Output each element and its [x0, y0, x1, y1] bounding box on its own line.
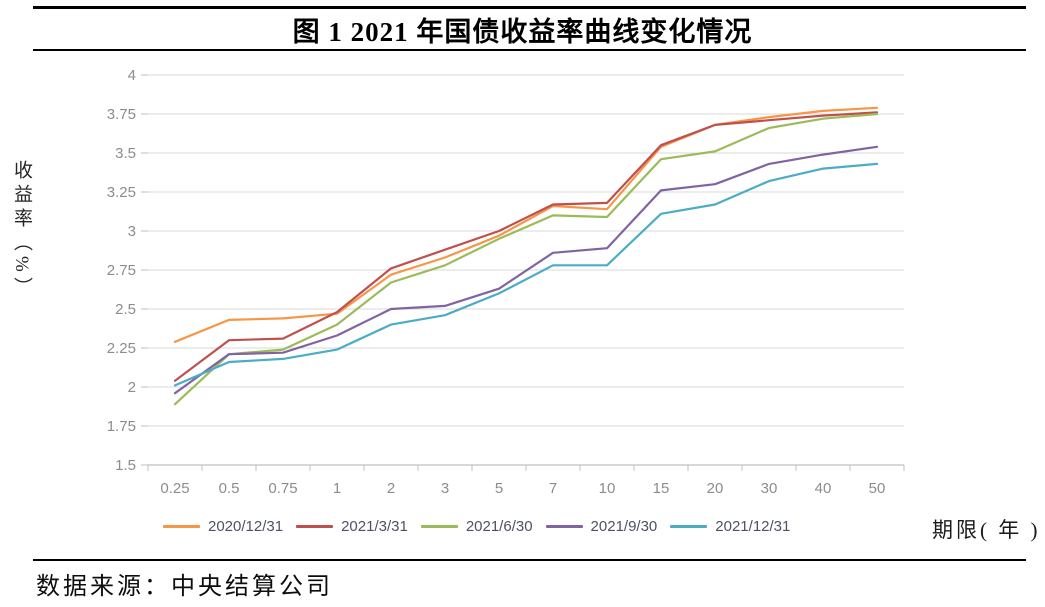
legend-item: 2021/3/31 [296, 518, 408, 535]
x-axis-title: 期限( 年 ) [932, 518, 1041, 542]
figure-title: 图 1 2021 年国债收益率曲线变化情况 [292, 17, 753, 47]
legend-item: 2020/12/31 [163, 518, 283, 535]
x-tick-label: 0.75 [268, 480, 297, 497]
y-tick-label: 3.25 [107, 184, 136, 201]
series-line-2021-12-31 [173, 162, 879, 387]
y-tick-label: 3.75 [107, 106, 136, 123]
x-tick-label: 1 [333, 480, 341, 497]
legend-label: 2021/12/31 [715, 518, 791, 535]
x-tick-label: 15 [653, 480, 670, 497]
legend-swatch [163, 525, 200, 528]
y-tick-label: 2.5 [115, 301, 136, 318]
x-tick-label: 7 [549, 480, 557, 497]
legend-label: 2021/9/30 [590, 518, 658, 535]
x-tick-label: 0.25 [160, 480, 189, 497]
series-line-2021-3-31 [173, 111, 879, 382]
legend-swatch [545, 525, 583, 528]
legend-swatch [670, 525, 708, 528]
y-tick-label: 3.5 [115, 145, 136, 162]
x-tick-label: 0.5 [219, 480, 240, 497]
legend-label: 2021/3/31 [341, 518, 408, 535]
chart-legend: 2020/12/31 2021/3/31 2021/6/30 2021/9/30 202… [163, 518, 883, 535]
x-tick-label: 3 [441, 480, 449, 497]
data-source-note: 数据来源：中央结算公司 [36, 574, 333, 600]
series-line-2020-12-31 [173, 106, 879, 343]
yield-curve-line-chart: 4 3.75 3.5 3.25 3 2.75 2.5 2.25 2 1.75 1.5 0.25 0.5 0… [107, 67, 905, 497]
x-tick-label: 2 [387, 480, 395, 497]
series-line-2021-6-30 [173, 112, 879, 406]
legend-item: 2021/9/30 [545, 518, 658, 535]
y-tick-label: 2 [128, 379, 136, 396]
series-line-2021-9-30 [173, 145, 879, 395]
y-tick-label: 1.5 [115, 457, 136, 474]
footer-rule [33, 559, 1026, 561]
top-rule [33, 6, 1026, 9]
legend-label: 2020/12/31 [208, 518, 284, 535]
legend-label: 2021/6/30 [465, 518, 533, 535]
y-axis-title: 收益率（%） [11, 160, 32, 301]
y-tick-label: 3 [128, 223, 136, 240]
y-tick-label: 2.75 [107, 262, 136, 279]
y-tick-label: 4 [128, 67, 136, 84]
y-tick-label: 1.75 [107, 418, 136, 435]
x-tick-label: 5 [495, 480, 503, 497]
x-tick-label: 40 [815, 480, 832, 497]
x-tick-label: 10 [599, 480, 616, 497]
legend-swatch [296, 525, 334, 528]
legend-swatch [420, 525, 458, 528]
x-tick-label: 30 [761, 480, 778, 497]
x-tick-label: 20 [707, 480, 724, 497]
y-tick-label: 2.25 [107, 340, 136, 357]
x-tick-label: 50 [869, 480, 886, 497]
legend-item: 2021/6/30 [420, 518, 533, 535]
legend-item: 2021/12/31 [670, 518, 790, 535]
title-underline-rule [33, 49, 1026, 51]
